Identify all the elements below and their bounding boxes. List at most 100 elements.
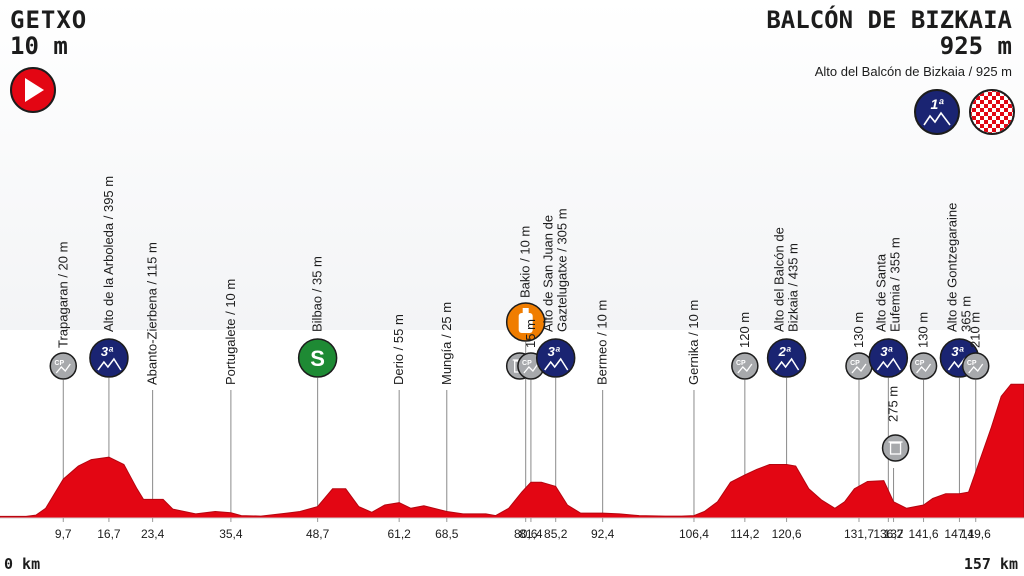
waypoint-2: Abanto-Zierbena / 115 m <box>145 242 160 385</box>
waypoint-label-line: 275 m <box>886 386 901 422</box>
waypoint-label-line: Alto del Balcón de <box>772 227 787 332</box>
km-marker-label: 92,4 <box>591 527 615 541</box>
km-marker-label: 81,4 <box>519 527 543 541</box>
climb-mountain-glyph <box>97 357 122 371</box>
finish-climb-altitude: 925 m <box>975 64 1012 79</box>
climb-category-label: 2ª <box>778 344 792 359</box>
cp-icon-text: CP <box>54 360 64 367</box>
start-town-name: GETXO <box>10 6 88 34</box>
waypoint-12: 120 m CP <box>731 312 759 380</box>
waypoint-label: Derio / 55 m <box>391 314 406 385</box>
waypoint-label: 210 m <box>968 312 983 348</box>
finish-climb-label: Alto del Balcón de Bizkaia / 925 m <box>815 64 1012 79</box>
km-marker-label: 35,4 <box>219 527 243 541</box>
waypoint-13: Alto del Balcón de Bizkaia / 435 m 2ª <box>766 227 807 378</box>
waypoint-label: 275 m <box>886 386 901 422</box>
waypoint-label-line: 130 m <box>916 312 931 348</box>
finish-altitude: 925 m <box>939 32 1012 60</box>
background-band <box>0 0 1024 330</box>
axis-start-label: 0 km <box>4 555 40 573</box>
waypoint-label: Trapagaran / 20 m <box>55 242 70 348</box>
waypoint-17: 130 m CP <box>909 312 938 380</box>
waypoint-label-line: Alto de Santa <box>873 253 888 332</box>
km-axis-background <box>0 518 1024 548</box>
bin-icon-body <box>889 442 902 455</box>
waypoint-label-line: Mungía / 25 m <box>439 302 454 385</box>
km-marker-label: 9,7 <box>55 527 72 541</box>
waypoint-label: Alto de San Juan de Gaztelugatxe / 305 m <box>541 208 570 332</box>
km-marker-label: 131,7 <box>844 527 874 541</box>
cp-icon-mountain <box>737 363 753 374</box>
waypoint-label-line: Bizkaia / 435 m <box>786 243 801 332</box>
finish-checkered-flag-icon <box>969 89 1015 135</box>
waypoint-label: 130 m <box>916 312 931 348</box>
waypoint-label: Alto de Gontzegaraine 365 m <box>944 203 973 332</box>
cp-icon-mountain <box>916 363 932 374</box>
waypoint-10: Bermeo / 10 m <box>595 300 610 385</box>
waypoint-label: Alto de la Arboleda / 395 m <box>101 176 116 332</box>
sprint-icon <box>297 338 338 378</box>
waypoint-14: 130 m CP <box>845 312 873 380</box>
waypoint-label: Gernika / 10 m <box>686 300 701 385</box>
waste-zone-icon <box>881 434 910 462</box>
waypoint-16: 275 m <box>881 386 910 462</box>
waypoint-label: Bakio / 10 m <box>518 226 533 298</box>
km-marker-label: 80,6 <box>514 527 538 541</box>
waypoint-label-line: 130 m <box>851 312 866 348</box>
km-marker-label: 137 <box>884 527 904 541</box>
bottle-icon-body <box>518 313 533 333</box>
waypoint-1: Alto de la Arboleda / 395 m 3ª <box>89 176 129 378</box>
waypoint-label-line: Gernika / 10 m <box>686 300 701 385</box>
cp-icon-text: CP <box>522 360 532 367</box>
cp-icon-mountain <box>55 363 71 374</box>
km-marker-label: 68,5 <box>435 527 459 541</box>
start-play-icon <box>10 67 56 113</box>
climb-category-label: 3ª <box>880 344 893 359</box>
finish-category-label: 1ª <box>931 96 945 112</box>
km-marker-label: 48,7 <box>306 527 330 541</box>
cp-icon-text: CP <box>736 360 746 367</box>
waypoint-3: Portugalete / 10 m <box>223 279 238 385</box>
km-marker-label: 114,2 <box>730 527 759 541</box>
waypoint-18: Alto de Gontzegaraine 365 m 3ª <box>939 203 980 378</box>
start-altitude: 10 m <box>10 32 68 60</box>
waypoint-label-line: Bakio / 10 m <box>518 226 533 298</box>
waypoint-label: Abanto-Zierbena / 115 m <box>145 242 160 385</box>
km-marker-label: 85,2 <box>544 527 568 541</box>
finish-category-1-icon: 1ª <box>914 89 960 135</box>
km-marker-label: 136,2 <box>873 527 903 541</box>
km-marker-label: 16,7 <box>97 527 121 541</box>
climb-mountain-glyph <box>774 357 800 371</box>
waypoint-label-line: Alto de la Arboleda / 395 m <box>101 176 116 332</box>
cp-icon-text: CP <box>850 360 860 367</box>
waypoint-15: Alto de Santa Eufemia / 355 m 3ª <box>868 237 909 378</box>
km-marker-label: 106,4 <box>679 527 709 541</box>
waypoint-connectors <box>62 342 977 516</box>
climb-category-label: 3ª <box>548 344 561 359</box>
km-marker-label: 147,1 <box>944 527 974 541</box>
finish-climb-name: Alto del Balcón de Bizkaia <box>814 64 966 79</box>
cp-icon-text: CP <box>967 360 977 367</box>
climb-mountain-glyph <box>876 357 901 371</box>
waypoint-label-line: 15 m <box>523 319 538 348</box>
waypoint-6: Mungía / 25 m <box>439 302 454 385</box>
climb-category-label: 3ª <box>101 344 114 359</box>
cp-icon-mountain <box>851 363 867 374</box>
sprint-icon-label: S <box>310 346 325 371</box>
km-marker-label: 61,2 <box>387 527 411 541</box>
waypoint-label-line: Portugalete / 10 m <box>223 279 238 385</box>
waypoint-label-line: 210 m <box>968 312 983 348</box>
waypoint-label-line: Eufemia / 355 m <box>887 237 902 332</box>
waypoint-19: 210 m CP <box>961 312 990 380</box>
waypoint-label-line: Bermeo / 10 m <box>595 300 610 385</box>
waypoint-label-line: Derio / 55 m <box>391 314 406 385</box>
waypoint-label: Portugalete / 10 m <box>223 279 238 385</box>
climb-category-label: 3ª <box>951 344 964 359</box>
waypoint-label-line: Alto de Gontzegaraine <box>944 203 959 332</box>
waypoint-5: Derio / 55 m <box>391 314 406 385</box>
waypoint-0: Trapagaran / 20 m CP <box>49 242 78 380</box>
waypoint-4: Bilbao / 35 m S <box>297 256 338 378</box>
finish-town-name: BALCÓN DE BIZKAIA <box>766 6 1012 34</box>
